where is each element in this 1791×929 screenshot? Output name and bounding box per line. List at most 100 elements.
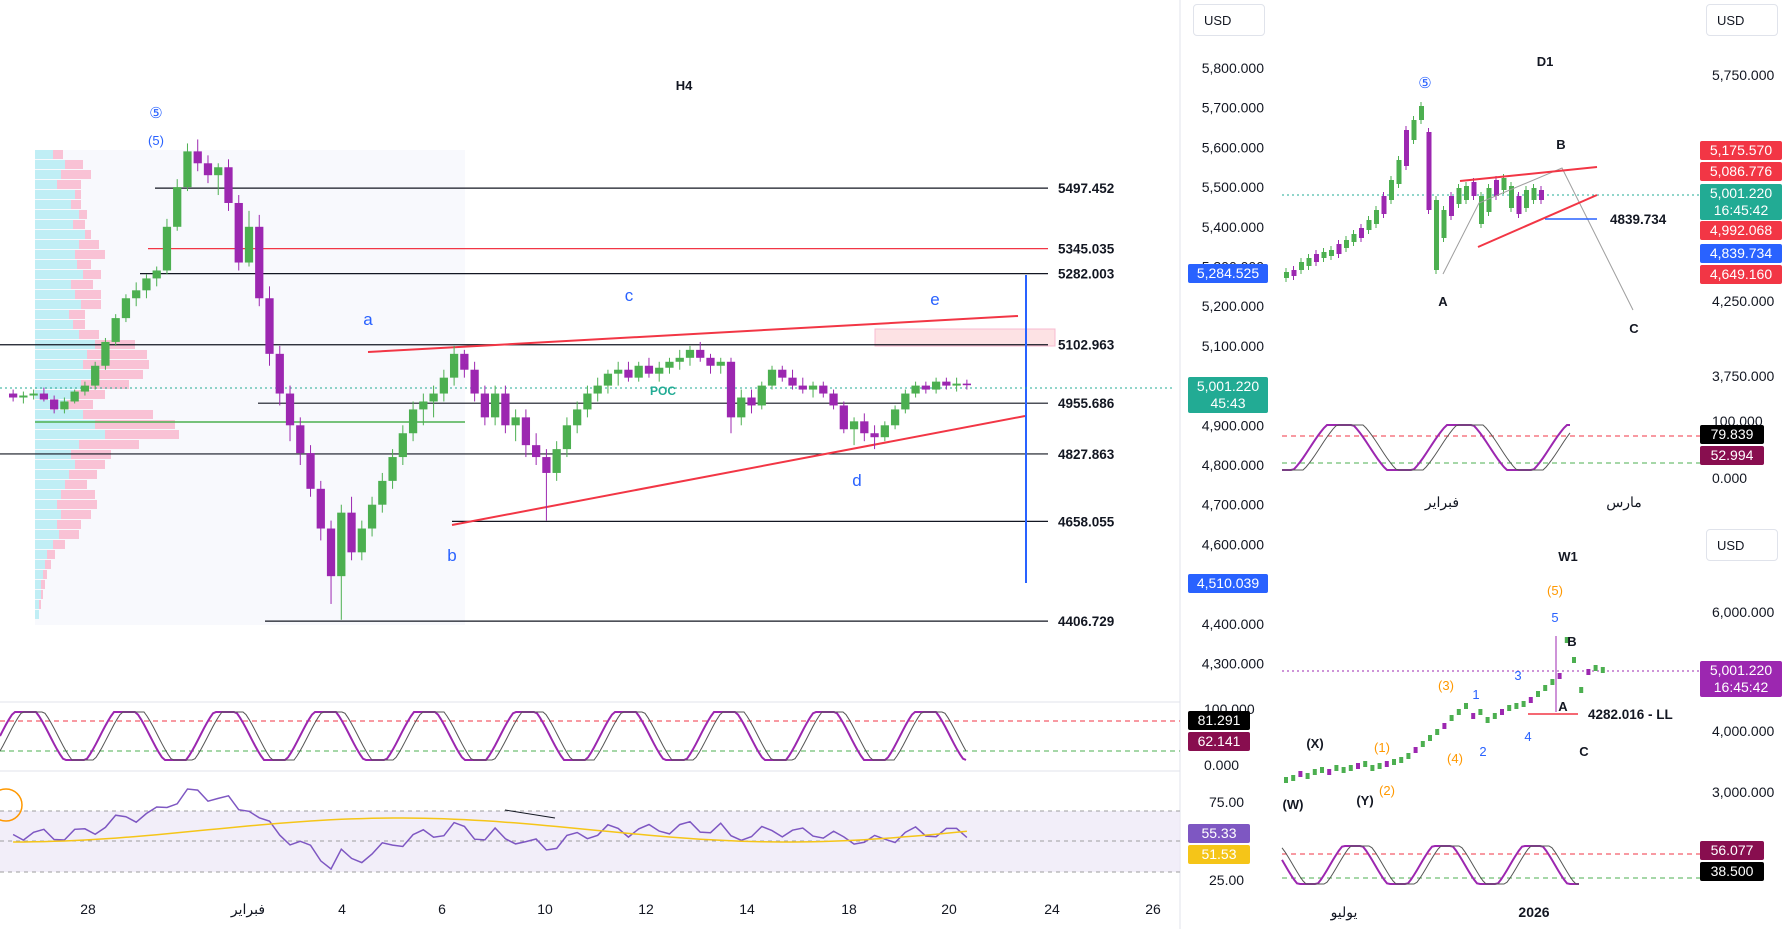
w1-candle: [1500, 709, 1504, 715]
d1-level-label: 4839.734: [1610, 212, 1667, 227]
w1-orange-label: (4): [1447, 751, 1463, 766]
d1-tag-current-bg: [1700, 184, 1782, 220]
d1-candle-body: [1501, 178, 1507, 190]
d1-tag-current: 5,001.220: [1710, 185, 1772, 201]
w1-candle: [1528, 697, 1533, 703]
d1-candle-body: [1321, 252, 1327, 258]
candle-body: [285, 393, 295, 426]
candle-body: [152, 270, 161, 279]
candle-body: [9, 393, 18, 398]
vp-bar-up: [35, 330, 79, 339]
vp-bar-down: [83, 270, 101, 279]
candle-body: [306, 453, 315, 489]
y-tick-label: 4,600.000: [1202, 536, 1264, 552]
vp-bar-up: [35, 500, 57, 509]
w1-orange-label: (2): [1379, 783, 1395, 798]
level-label-4955.686: 4955.686: [1058, 396, 1115, 411]
vp-bar-down: [65, 160, 83, 169]
h4-main-pane[interactable]: 28 فبراير 4 6 10 12 14 18 20 24 26: [0, 0, 1181, 929]
vp-bar-down: [61, 490, 95, 499]
wave-label-paren-5: (5): [148, 133, 164, 148]
candle-body: [726, 361, 736, 418]
w1-candle: [1291, 775, 1296, 781]
d1-y-tick: 5,750.000: [1712, 67, 1774, 83]
candle-body: [655, 367, 664, 374]
currency-button-d1[interactable]: USD: [1706, 4, 1778, 36]
vp-bar-up: [35, 240, 79, 249]
x-tick-label: 12: [638, 901, 654, 917]
w1-candle: [1521, 701, 1526, 707]
candle-body: [132, 290, 141, 299]
rsi-band: [0, 811, 1180, 872]
d1-stoch-k-tag-bg: [1700, 425, 1764, 444]
w1-candle: [1456, 709, 1461, 715]
w1-inset-chart[interactable]: 6,000.000 4,000.000 3,000.000 4282.016 - LL…: [1281, 583, 1782, 921]
d1-triangle-upper: [1459, 166, 1598, 182]
w1-orange-label: (5): [1547, 583, 1563, 598]
candle-body: [931, 381, 941, 390]
candle-body: [573, 409, 582, 426]
candle-body: [829, 393, 838, 406]
candle-body: [91, 365, 100, 386]
w1-candle: [1449, 715, 1454, 721]
d1-stoch-d-tag: 52.994: [1711, 447, 1754, 463]
w1-black-label: (X): [1306, 736, 1323, 751]
d1-inset-chart[interactable]: 5,750.000 4,250.000 3,750.000 4839.734 ⑤ A B C 5…: [1282, 67, 1782, 511]
w1-candle: [1334, 765, 1339, 771]
wave-label-b: b: [447, 546, 456, 565]
candle-body: [162, 226, 172, 271]
candle-body: [634, 365, 643, 378]
vp-bar-up: [35, 160, 65, 169]
w1-tag-current-bg: [1700, 661, 1782, 697]
candle-body: [367, 504, 377, 529]
currency-button-main[interactable]: USD: [1193, 4, 1265, 36]
d1-candle-body: [1419, 106, 1424, 120]
w1-candle: [1543, 685, 1548, 691]
candle-body: [419, 401, 428, 410]
w1-stoch-d-tag-bg: [1700, 862, 1764, 881]
d1-candle-body: [1306, 258, 1312, 266]
w1-candle: [1579, 687, 1584, 693]
candle-body: [706, 357, 715, 366]
y-tick-label: 5,600.000: [1202, 139, 1264, 155]
w1-candle: [1564, 637, 1569, 643]
d1-candle-body: [1291, 270, 1297, 276]
vp-bar-down: [41, 580, 45, 589]
w1-x-tick: يوليو: [1330, 904, 1358, 921]
candle-body: [50, 399, 59, 410]
vp-bar-down: [39, 600, 41, 609]
d1-x-tick: مارس: [1606, 494, 1642, 511]
candle-body: [398, 433, 407, 458]
rsi-highlight-circle: [0, 788, 23, 822]
right-price-axis[interactable]: 5,800.000 5,700.000 5,600.000 5,500.000 5,40…: [1188, 60, 1268, 672]
candle-body: [378, 480, 387, 505]
level-label-5102.963: 5102.963: [1058, 338, 1115, 353]
vp-bar-up: [35, 200, 71, 209]
candle-body: [255, 226, 264, 299]
vp-bar-up: [35, 180, 57, 189]
level-label-5282.003: 5282.003: [1058, 267, 1115, 282]
w1-level-label: 4282.016 - LL: [1588, 707, 1673, 722]
candle-body: [921, 385, 930, 390]
rsi-value-tag-bg: [1188, 824, 1250, 843]
d1-tag-4-bg: [1700, 244, 1782, 263]
stoch-k-tag-bg: [1188, 711, 1250, 730]
candle-body: [603, 373, 613, 386]
currency-button-w1[interactable]: USD: [1706, 529, 1778, 561]
w1-tag-current-countdown: 16:45:42: [1714, 679, 1769, 695]
vp-bar-down: [61, 170, 91, 179]
d1-tag-5-bg: [1700, 265, 1782, 284]
triangle-upper-line: [367, 315, 1019, 353]
candle-body: [562, 425, 572, 450]
rsi-line: [12, 788, 968, 871]
candle-body: [491, 393, 500, 418]
stoch-k-line: [0, 711, 967, 761]
h4-rsi-pane[interactable]: 75.00 25.00 55.33 51.53: [0, 788, 1250, 888]
candle-body: [19, 395, 28, 398]
supply-zone: [874, 328, 1056, 347]
w1-candle: [1377, 763, 1382, 769]
d1-candle-body: [1336, 244, 1342, 254]
vp-bar-down: [57, 180, 81, 189]
